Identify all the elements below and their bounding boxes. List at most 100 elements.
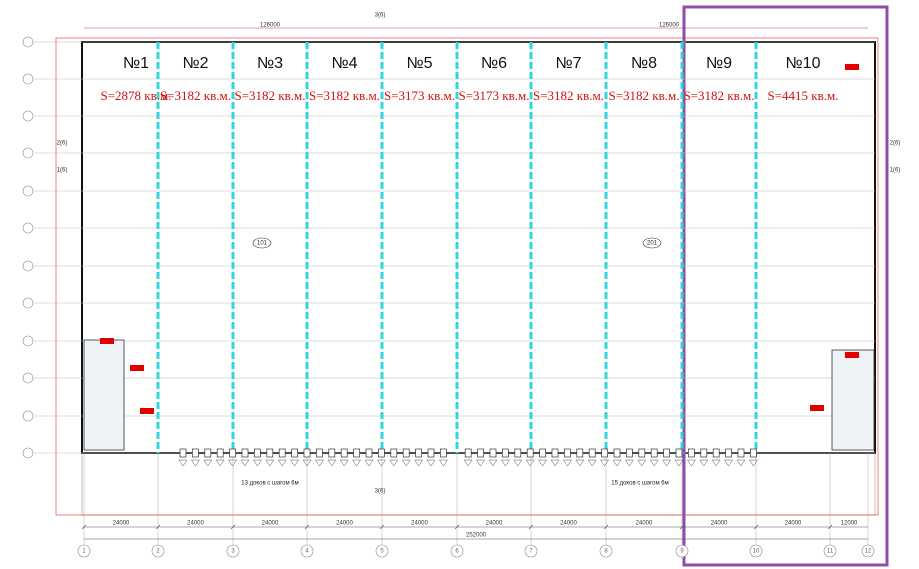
axis-bubble xyxy=(675,544,689,558)
row-bubble xyxy=(22,260,34,272)
axis-label: 2 xyxy=(156,549,160,555)
dock-door xyxy=(254,448,261,458)
dock-leveler xyxy=(525,459,535,467)
section-mark: 1(6) xyxy=(890,168,901,174)
dock-door xyxy=(216,448,224,458)
dock-leveler xyxy=(203,459,213,467)
dock-door xyxy=(390,448,398,458)
axis-bubble xyxy=(823,544,837,558)
dock-leveler xyxy=(748,459,758,467)
dimension-tick xyxy=(81,524,87,530)
dock-note: 15 доков с шагом 6м xyxy=(611,481,669,487)
dimension-tick xyxy=(230,524,236,530)
dock-door xyxy=(712,448,720,458)
dock-leveler xyxy=(290,459,300,467)
dock-leveler xyxy=(674,459,684,467)
axis-bubble xyxy=(524,544,538,558)
bay-dimension: 24000 xyxy=(187,521,204,527)
dock-door xyxy=(725,448,732,458)
dock-door xyxy=(737,448,745,458)
row-bubble xyxy=(22,335,34,347)
bay-dimension: 24000 xyxy=(636,521,653,527)
room-tag: 201 xyxy=(647,241,658,247)
dock-leveler xyxy=(339,459,349,467)
axis-label: 8 xyxy=(604,549,608,555)
dock-leveler xyxy=(476,459,486,467)
bay-dimension: 12000 xyxy=(841,521,858,527)
dock-leveler xyxy=(215,459,225,467)
dock-leveler xyxy=(414,459,424,467)
section-area: S=3182 кв.м. xyxy=(609,88,680,103)
dock-leveler xyxy=(575,459,585,467)
fire-equipment xyxy=(810,405,824,411)
axis-label: 6 xyxy=(455,549,459,555)
dimension-tick xyxy=(603,524,609,530)
dock-leveler xyxy=(649,459,659,467)
bay-dimension: 24000 xyxy=(411,521,428,527)
axis-bubble xyxy=(861,544,875,558)
section-area: S=4415 кв.м. xyxy=(768,88,839,103)
axis-label: 4 xyxy=(305,549,309,555)
axis-bubble xyxy=(375,544,389,558)
bay-dimension: 24000 xyxy=(336,521,353,527)
dock-door xyxy=(278,448,286,458)
dimension-tick xyxy=(379,524,385,530)
dock-leveler xyxy=(686,459,696,467)
dock-leveler xyxy=(240,459,250,467)
dock-door xyxy=(229,448,236,458)
room-tag-oval xyxy=(642,237,662,249)
dock-leveler xyxy=(178,459,188,467)
dimension-tick xyxy=(827,524,833,530)
axis-bubble xyxy=(77,544,91,558)
bay-dimension: 24000 xyxy=(486,521,503,527)
dock-leveler xyxy=(252,459,262,467)
axis-label: 3 xyxy=(231,549,235,555)
section-label: №4 xyxy=(331,55,357,72)
dock-leveler xyxy=(314,459,324,467)
fire-equipment xyxy=(100,338,114,344)
axis-bubble xyxy=(300,544,314,558)
section-label: №2 xyxy=(182,55,208,72)
row-bubble xyxy=(22,36,34,48)
dock-note: 13 доков с шагом 6м xyxy=(241,481,299,487)
fire-equipment xyxy=(130,365,144,371)
top-dimension: 126000 xyxy=(260,23,281,29)
dock-leveler xyxy=(488,459,498,467)
row-bubble xyxy=(22,185,34,197)
dock-door xyxy=(489,448,497,458)
section-area: S=3182 кв.м. xyxy=(235,88,306,103)
axis-bubble xyxy=(151,544,165,558)
dock-leveler xyxy=(228,459,238,467)
room-tag: 101 xyxy=(257,241,268,247)
row-bubble xyxy=(22,222,34,234)
row-bubble xyxy=(22,73,34,85)
section-mark: 2(6) xyxy=(57,141,68,147)
section-label: №1 xyxy=(123,55,149,72)
dimension-tick xyxy=(753,524,759,530)
axis-label: 7 xyxy=(529,549,533,555)
dock-door xyxy=(353,448,360,458)
row-bubble xyxy=(22,447,34,459)
fire-equipment xyxy=(140,408,154,414)
bay-dimension: 24000 xyxy=(113,521,130,527)
dock-leveler xyxy=(600,459,610,467)
row-bubble xyxy=(22,372,34,384)
dock-door xyxy=(303,448,311,458)
section-area: S=3182 кв.м. xyxy=(309,88,380,103)
dock-door xyxy=(750,448,757,458)
dock-leveler xyxy=(389,459,399,467)
dock-leveler xyxy=(699,459,709,467)
dock-door xyxy=(204,448,212,458)
dock-door xyxy=(613,448,621,458)
dock-leveler xyxy=(438,459,448,467)
dock-door xyxy=(626,448,633,458)
dock-leveler xyxy=(352,459,362,467)
dock-door xyxy=(464,448,472,458)
dock-leveler xyxy=(711,459,721,467)
bay-dimension: 24000 xyxy=(785,521,802,527)
section-label: №9 xyxy=(706,55,732,72)
total-dimension: 252000 xyxy=(466,533,487,539)
dock-leveler xyxy=(662,459,672,467)
dock-door xyxy=(539,448,546,458)
